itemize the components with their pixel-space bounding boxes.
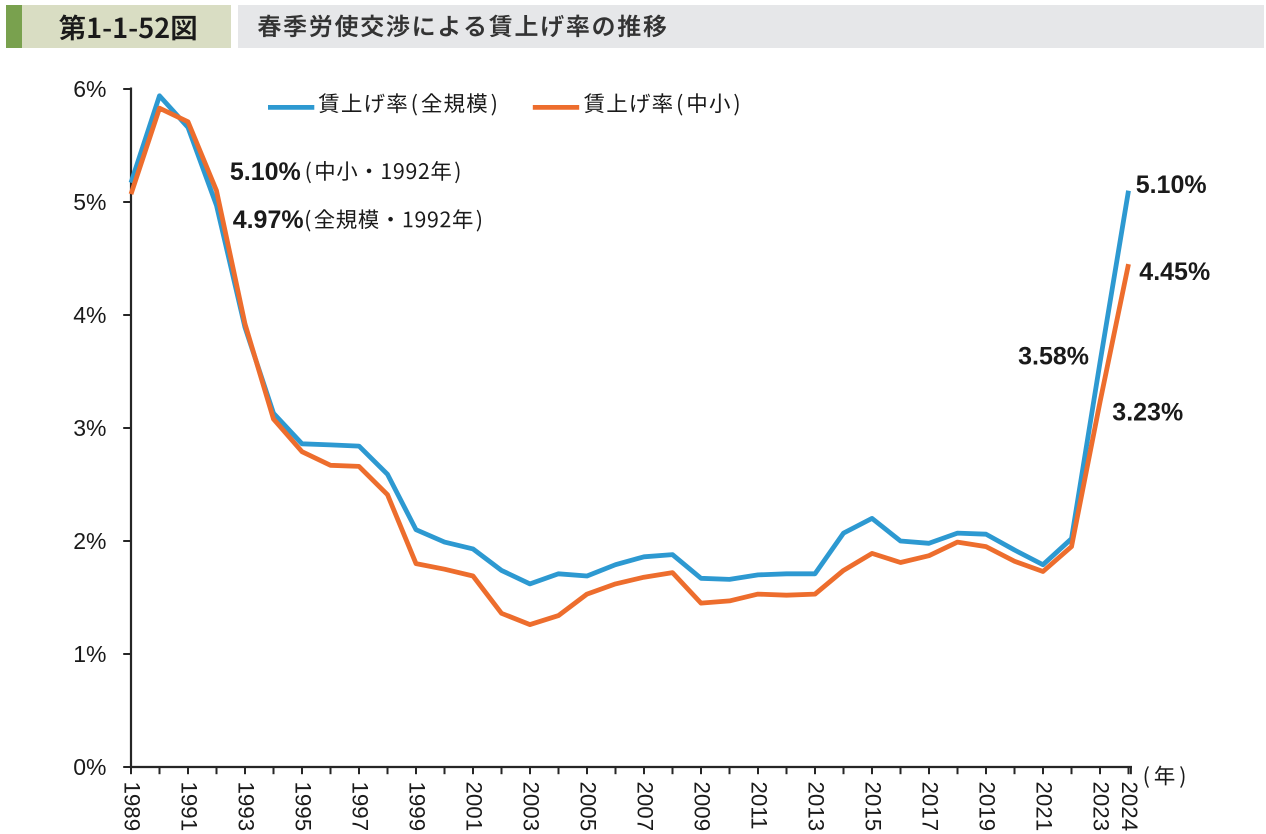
svg-text:1%: 1% bbox=[73, 641, 106, 667]
svg-text:4%: 4% bbox=[73, 302, 106, 328]
svg-text:5%: 5% bbox=[73, 189, 106, 215]
svg-text:1999: 1999 bbox=[405, 782, 430, 832]
svg-text:2023: 2023 bbox=[1089, 782, 1114, 832]
svg-text:0%: 0% bbox=[73, 754, 106, 780]
svg-text:1989: 1989 bbox=[120, 782, 145, 832]
svg-text:2001: 2001 bbox=[462, 782, 487, 832]
svg-text:1991: 1991 bbox=[177, 782, 202, 832]
svg-text:5.10%: 5.10% bbox=[1136, 171, 1207, 199]
svg-text:2011: 2011 bbox=[747, 782, 772, 830]
svg-text:3%: 3% bbox=[73, 415, 106, 441]
svg-text:1993: 1993 bbox=[234, 782, 259, 832]
svg-text:1997: 1997 bbox=[348, 782, 373, 832]
svg-text:2013: 2013 bbox=[804, 782, 829, 832]
svg-text:4.97%: 4.97% bbox=[233, 206, 304, 234]
svg-text:5.10%: 5.10% bbox=[230, 158, 301, 186]
svg-text:2015: 2015 bbox=[861, 782, 886, 832]
svg-text:2005: 2005 bbox=[576, 782, 601, 832]
svg-text:3.58%: 3.58% bbox=[1018, 343, 1089, 371]
svg-text:6%: 6% bbox=[73, 76, 106, 102]
svg-text:2017: 2017 bbox=[918, 782, 943, 832]
svg-text:2009: 2009 bbox=[690, 782, 715, 832]
svg-text:2024: 2024 bbox=[1117, 782, 1142, 832]
svg-text:2003: 2003 bbox=[519, 782, 544, 832]
svg-text:2019: 2019 bbox=[975, 782, 1000, 832]
svg-text:2007: 2007 bbox=[633, 782, 658, 832]
svg-text:4.45%: 4.45% bbox=[1139, 258, 1210, 286]
svg-text:2%: 2% bbox=[73, 528, 106, 554]
svg-text:2021: 2021 bbox=[1032, 782, 1057, 832]
svg-text:3.23%: 3.23% bbox=[1112, 399, 1183, 427]
svg-text:1995: 1995 bbox=[291, 782, 316, 832]
